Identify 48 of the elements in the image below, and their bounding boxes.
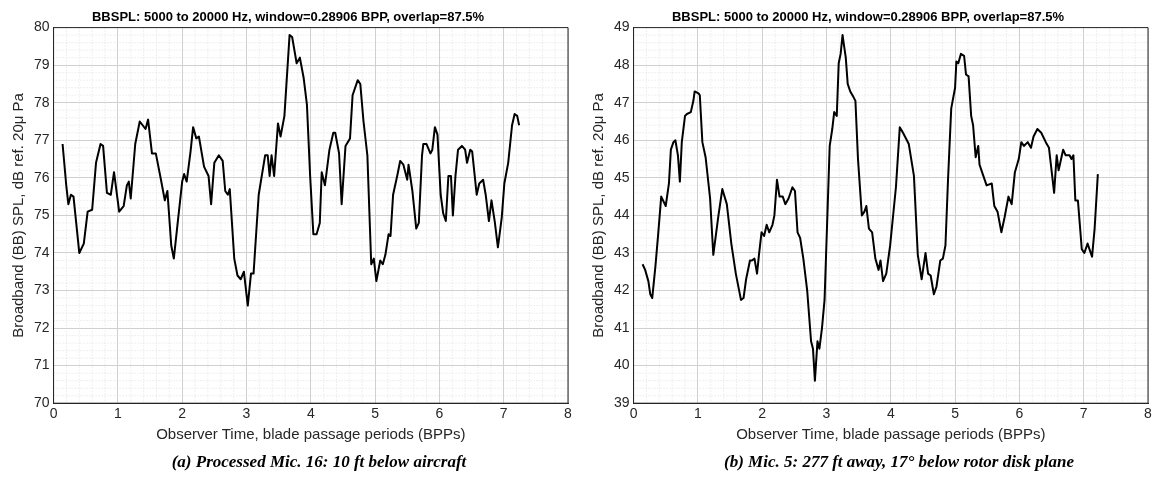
y-tick-label: 72: [33, 318, 50, 335]
x-axis-title: Observer Time, blade passage periods (BPPs): [736, 425, 1046, 443]
y-axis-title: Broadband (BB) SPL, dB ref. 20μ Pa: [589, 92, 607, 338]
y-tick-label: 47: [613, 93, 630, 110]
y-tick-label: 70: [33, 394, 50, 411]
y-tick-label: 42: [613, 281, 630, 298]
x-tick-label: 7: [1079, 405, 1088, 422]
x-tick-label: 8: [1144, 405, 1153, 422]
chart-title: BBSPL: 5000 to 20000 Hz, window=0.28906 BPP, overlap=87.5%: [671, 9, 1065, 25]
x-tick-label: 4: [306, 405, 315, 422]
y-tick-label: 40: [613, 356, 630, 373]
y-tick-label: 78: [33, 93, 50, 110]
text: (b) Mic. 5: 277 ft away, 17° below rotor disk plane: [723, 452, 1074, 472]
x-tick-label: 3: [242, 405, 251, 422]
y-tick-label: 71: [33, 356, 50, 373]
y-tick-label: 39: [613, 394, 630, 411]
chart-title: BBSPL: 5000 to 20000 Hz, window=0.28906 BPP, overlap=87.5%: [91, 9, 485, 25]
x-tick-label: 2: [178, 405, 187, 422]
x-tick-label: 0: [49, 405, 58, 422]
x-tick-label: 5: [371, 405, 380, 422]
y-tick-label: 76: [33, 168, 50, 185]
y-tick-label: 49: [613, 18, 630, 35]
y-tick-label: 75: [33, 206, 50, 223]
x-axis-title: Observer Time, blade passage periods (BPPs): [156, 425, 466, 443]
y-tick-label: 46: [613, 131, 630, 148]
x-tick-label: 4: [886, 405, 895, 422]
y-tick-label: 79: [33, 56, 50, 73]
y-tick-label: 77: [33, 131, 50, 148]
x-tick-label: 0: [629, 405, 638, 422]
x-tick-label: 1: [693, 405, 702, 422]
text: (a) Processed Mic. 16: 10 ft below aircraft: [170, 452, 467, 472]
x-tick-label: 6: [435, 405, 444, 422]
x-tick-label: 1: [113, 405, 122, 422]
x-tick-label: 2: [758, 405, 767, 422]
y-tick-label: 80: [33, 18, 50, 35]
y-tick-label: 45: [613, 168, 630, 185]
y-tick-label: 43: [613, 243, 630, 260]
x-tick-label: 7: [499, 405, 508, 422]
y-tick-label: 41: [613, 318, 630, 335]
y-axis-title: Broadband (BB) SPL, dB ref. 20μ Pa: [9, 92, 27, 338]
y-tick-label: 44: [613, 206, 630, 223]
x-tick-label: 3: [822, 405, 831, 422]
y-tick-label: 74: [33, 243, 50, 260]
x-tick-label: 5: [951, 405, 960, 422]
x-tick-label: 6: [1015, 405, 1024, 422]
x-tick-label: 8: [564, 405, 573, 422]
y-tick-label: 48: [613, 56, 630, 73]
y-tick-label: 73: [33, 281, 50, 298]
